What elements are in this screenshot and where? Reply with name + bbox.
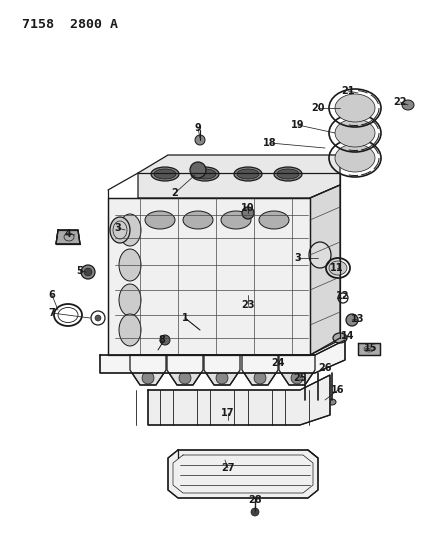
Ellipse shape xyxy=(335,119,375,147)
Text: 15: 15 xyxy=(364,343,378,353)
Polygon shape xyxy=(242,355,278,385)
Text: 24: 24 xyxy=(271,358,285,368)
Ellipse shape xyxy=(119,314,141,346)
Circle shape xyxy=(179,372,191,384)
Text: 6: 6 xyxy=(49,290,55,300)
Ellipse shape xyxy=(151,167,179,181)
Text: 7: 7 xyxy=(49,308,55,318)
Ellipse shape xyxy=(328,399,336,405)
Text: 21: 21 xyxy=(341,86,355,96)
Polygon shape xyxy=(108,198,310,355)
Polygon shape xyxy=(100,340,345,373)
Ellipse shape xyxy=(329,261,347,275)
Text: 4: 4 xyxy=(65,229,71,239)
Circle shape xyxy=(195,135,205,145)
Ellipse shape xyxy=(301,399,309,405)
Text: 20: 20 xyxy=(311,103,325,113)
Ellipse shape xyxy=(119,284,141,316)
Text: 9: 9 xyxy=(195,123,202,133)
Polygon shape xyxy=(148,375,330,425)
Circle shape xyxy=(251,508,259,516)
Text: 28: 28 xyxy=(248,495,262,505)
Text: 7158  2800 A: 7158 2800 A xyxy=(22,18,118,31)
Circle shape xyxy=(190,162,206,178)
Polygon shape xyxy=(310,185,340,355)
Polygon shape xyxy=(56,230,80,244)
Ellipse shape xyxy=(194,169,216,179)
Circle shape xyxy=(291,372,303,384)
Text: 1: 1 xyxy=(181,313,188,323)
Text: 26: 26 xyxy=(318,363,332,373)
Text: 3: 3 xyxy=(294,253,301,263)
Polygon shape xyxy=(358,343,380,355)
Ellipse shape xyxy=(314,399,322,405)
Text: 2: 2 xyxy=(172,188,178,198)
Ellipse shape xyxy=(183,211,213,229)
Text: 22: 22 xyxy=(393,97,407,107)
Polygon shape xyxy=(167,355,203,385)
Polygon shape xyxy=(130,355,166,385)
Circle shape xyxy=(242,207,254,219)
Circle shape xyxy=(216,372,228,384)
Circle shape xyxy=(84,268,92,276)
Ellipse shape xyxy=(333,333,347,343)
Ellipse shape xyxy=(191,167,219,181)
Text: 8: 8 xyxy=(158,335,166,345)
Polygon shape xyxy=(168,450,318,498)
Text: 3: 3 xyxy=(115,223,122,233)
Text: 27: 27 xyxy=(221,463,235,473)
Text: 13: 13 xyxy=(351,314,365,324)
Circle shape xyxy=(142,372,154,384)
Circle shape xyxy=(254,372,266,384)
Text: 14: 14 xyxy=(341,331,355,341)
Text: 16: 16 xyxy=(331,385,345,395)
Polygon shape xyxy=(138,155,340,198)
Ellipse shape xyxy=(309,242,331,268)
Ellipse shape xyxy=(259,211,289,229)
Ellipse shape xyxy=(110,217,130,243)
Ellipse shape xyxy=(234,167,262,181)
Circle shape xyxy=(81,265,95,279)
Text: 10: 10 xyxy=(241,203,255,213)
Text: 17: 17 xyxy=(221,408,235,418)
Text: 25: 25 xyxy=(293,373,307,383)
Circle shape xyxy=(95,315,101,321)
Ellipse shape xyxy=(335,144,375,172)
Ellipse shape xyxy=(335,94,375,122)
Ellipse shape xyxy=(154,169,176,179)
Ellipse shape xyxy=(402,100,414,110)
Text: 12: 12 xyxy=(336,291,350,301)
Circle shape xyxy=(160,335,170,345)
Ellipse shape xyxy=(277,169,299,179)
Text: 19: 19 xyxy=(291,120,305,130)
Polygon shape xyxy=(279,355,315,385)
Text: 5: 5 xyxy=(77,266,83,276)
Ellipse shape xyxy=(145,211,175,229)
Ellipse shape xyxy=(119,214,141,246)
Text: 11: 11 xyxy=(330,263,344,273)
Ellipse shape xyxy=(221,211,251,229)
Ellipse shape xyxy=(274,167,302,181)
Ellipse shape xyxy=(119,249,141,281)
Text: 23: 23 xyxy=(241,300,255,310)
Ellipse shape xyxy=(237,169,259,179)
Text: 18: 18 xyxy=(263,138,277,148)
Polygon shape xyxy=(204,355,240,385)
Circle shape xyxy=(346,314,358,326)
